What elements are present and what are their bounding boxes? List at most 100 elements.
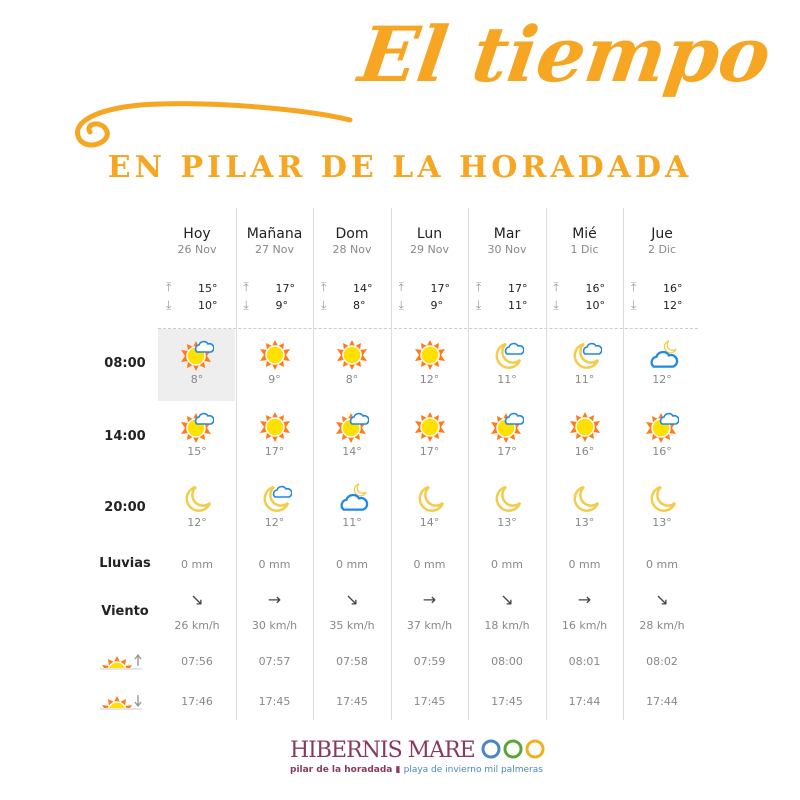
min-temp: 9°: [275, 299, 289, 312]
day-name: Hoy: [183, 226, 211, 242]
day-date: 29 Nov: [410, 243, 449, 256]
row-label-wind: Viento: [101, 604, 149, 619]
moon-icon: [180, 482, 214, 514]
column-divider: [235, 208, 237, 720]
min-arrow-icon: ⤓: [166, 298, 172, 312]
hour-temp: 13°: [652, 516, 672, 529]
day-date: 26 Nov: [177, 243, 217, 256]
max-temp: 14°: [353, 282, 373, 295]
day-date: 2 Dic: [647, 243, 677, 256]
hour-temp: 15°: [187, 445, 207, 458]
max-temp: 16°: [585, 282, 606, 295]
hour-temp: 12°: [187, 516, 207, 529]
hour-temp: 11°: [497, 373, 517, 386]
min-temp: 10°: [198, 299, 218, 312]
moon-cloud-icon: [258, 482, 293, 514]
cloud-moon-icon: [645, 339, 679, 371]
min-arrow-icon: ⤓: [631, 298, 637, 312]
wind-speed: 16 km/h: [561, 619, 608, 632]
sunrise-time: 08:00: [491, 655, 523, 668]
day-column: Dom 28 Nov ⤒ 14° ⤓ 8° 8° 14° 11° 0 mm ↘ 3…: [313, 208, 391, 720]
wind-direction-icon: ↘: [190, 590, 204, 609]
day-column: Mié 1 Dic ⤒ 16° ⤓ 10° 11° 16° 13° 0 mm → …: [546, 208, 624, 720]
day-name: Jue: [651, 226, 673, 242]
min-arrow-icon: ⤓: [476, 298, 482, 312]
sunset-time: 17:46: [181, 695, 213, 708]
max-arrow-icon: ⤒: [243, 280, 249, 294]
rain-amount: 0 mm: [336, 558, 368, 571]
wind-direction-icon: ↘: [655, 590, 669, 609]
hour-temp: 8°: [190, 373, 204, 386]
day-column: Jue 2 Dic ⤒ 16° ⤓ 12° 12° 16° 13° 0 mm ↘ …: [623, 208, 701, 720]
sunset-time: 17:45: [491, 695, 523, 708]
column-divider: [468, 208, 469, 720]
hour-temp: 11°: [342, 516, 362, 529]
sunset-time: 17:45: [258, 695, 291, 708]
day-name: Mar: [493, 226, 521, 242]
wind-speed: 35 km/h: [329, 619, 375, 632]
sun-icon: [413, 411, 447, 443]
moon-cloud-icon: [568, 339, 603, 371]
max-arrow-icon: ⤒: [553, 280, 559, 294]
max-arrow-icon: ⤒: [321, 280, 327, 294]
min-temp: 9°: [430, 299, 444, 312]
divider: [158, 328, 698, 329]
hour-temp: 14°: [419, 516, 440, 529]
min-arrow-icon: ⤓: [553, 298, 559, 312]
spiral-logo-icon: [481, 739, 545, 759]
max-temp: 15°: [198, 282, 218, 295]
wind-speed: 37 km/h: [406, 619, 453, 632]
column-divider: [623, 208, 624, 720]
rain-amount: 0 mm: [568, 558, 601, 571]
flourish-decoration: [75, 101, 353, 148]
rain-amount: 0 mm: [646, 558, 678, 571]
moon-icon: [568, 482, 602, 514]
brand-tagline: pilar de la horadada: [290, 765, 393, 775]
sunrise-icon: [100, 653, 146, 672]
sun-cloud-icon: [490, 411, 525, 444]
sun-cloud-icon: [645, 411, 680, 444]
rain-amount: 0 mm: [258, 558, 291, 571]
day-date: 28 Nov: [332, 243, 372, 256]
row-label-rain: Lluvias: [99, 556, 151, 571]
sun-cloud-icon: [335, 411, 370, 444]
page-title: El tiempo: [353, 10, 777, 99]
max-arrow-icon: ⤒: [631, 280, 637, 294]
max-arrow-icon: ⤒: [476, 280, 482, 294]
hour-temp: 14°: [342, 445, 362, 458]
min-temp: 10°: [585, 299, 606, 312]
rain-amount: 0 mm: [491, 558, 523, 571]
brand-tagline-2: playa de invierno mil palmeras: [403, 765, 543, 775]
hour-temp: 11°: [574, 373, 595, 386]
sunset-time: 17:44: [646, 695, 678, 708]
min-temp: 12°: [663, 299, 683, 312]
sun-icon: [258, 339, 292, 371]
max-temp: 17°: [508, 282, 528, 295]
sunrise-time: 07:59: [413, 655, 446, 668]
sunset-icon: [100, 695, 146, 712]
sunset-time: 17:45: [413, 695, 446, 708]
sun-icon: [258, 411, 292, 443]
row-label-0800: 08:00: [104, 356, 146, 371]
day-date: 27 Nov: [255, 243, 294, 256]
row-label-2000: 20:00: [104, 500, 146, 515]
wind-direction-icon: →: [577, 590, 592, 609]
sun-icon: [335, 339, 369, 371]
day-date: 1 Dic: [570, 243, 599, 256]
hour-temp: 8°: [345, 373, 359, 386]
hour-temp: 9°: [268, 373, 281, 386]
moon-icon: [645, 482, 679, 514]
wind-speed: 28 km/h: [639, 619, 685, 632]
brand-logo: HIBERNIS MARE pilar de la horadada ▮ pla…: [290, 738, 547, 775]
column-divider: [390, 208, 392, 720]
hour-temp: 12°: [652, 373, 672, 386]
moon-icon: [490, 482, 524, 514]
sunrise-time: 08:01: [568, 655, 601, 668]
hour-temp: 17°: [497, 445, 517, 458]
min-temp: 11°: [508, 299, 528, 312]
hour-temp: 13°: [497, 516, 517, 529]
wind-direction-icon: ↘: [500, 590, 514, 609]
min-arrow-icon: ⤓: [243, 298, 249, 312]
hour-temp: 13°: [574, 516, 595, 529]
moon-cloud-icon: [490, 339, 525, 371]
